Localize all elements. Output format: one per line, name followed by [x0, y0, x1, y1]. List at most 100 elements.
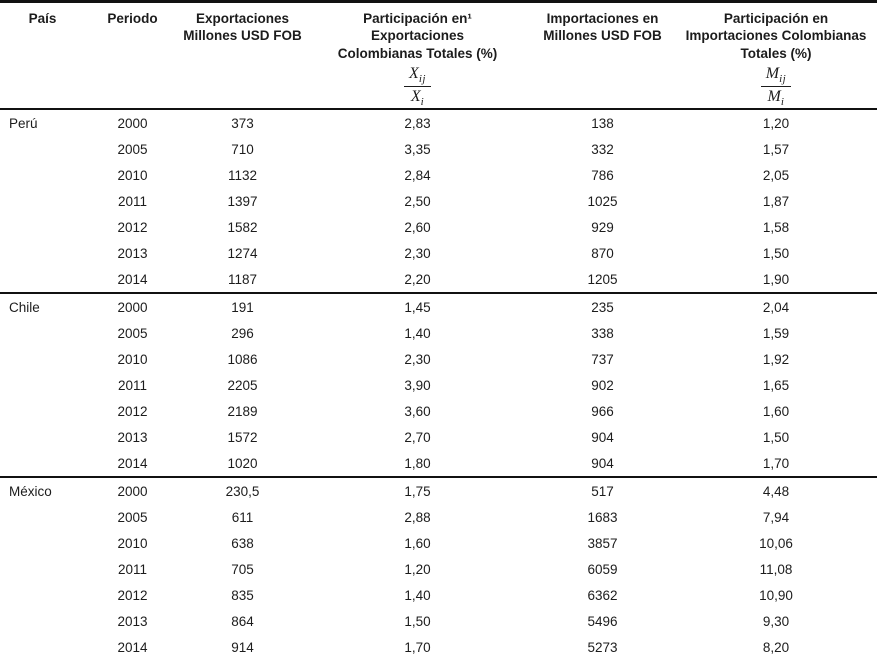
col-header-periodo-label: Periodo	[107, 11, 158, 26]
table-row: 2010 638 1,60 3857 10,06	[0, 530, 877, 556]
participacion-importaciones-cell: 7,94	[762, 509, 790, 525]
table-row: Perú 2000 373 2,83 138 1,20	[0, 109, 877, 136]
participacion-exportaciones-cell: 2,60	[404, 219, 431, 235]
exportaciones-cell: 835	[231, 587, 254, 603]
country-cell-empty	[0, 530, 85, 556]
formula-denominator-subscript: i	[780, 96, 785, 109]
participacion-exportaciones-cell: 2,88	[404, 509, 431, 525]
formula-denominator-letter: X	[410, 88, 421, 106]
country-cell: Perú	[9, 115, 38, 131]
periodo-cell: 2011	[117, 193, 148, 209]
periodo-cell: 2010	[117, 351, 148, 367]
country-cell-empty	[0, 424, 85, 450]
col-header-importaciones: Importaciones en Millones USD FOB	[530, 1, 675, 111]
table-row: 2013 1572 2,70 904 1,50	[0, 424, 877, 450]
periodo-cell: 2005	[117, 325, 148, 341]
importaciones-cell: 1683	[587, 509, 618, 525]
col-header-participacion-exportaciones-label: Participación en¹ Exportaciones Colombia…	[337, 11, 498, 61]
participacion-importaciones-cell: 1,60	[762, 403, 790, 419]
importaciones-cell: 737	[591, 351, 614, 367]
periodo-cell: 2010	[117, 167, 148, 183]
importaciones-cell: 6362	[587, 587, 618, 603]
participacion-exportaciones-cell: 1,40	[404, 587, 431, 603]
periodo-cell: 2013	[117, 613, 148, 629]
participacion-exportaciones-cell: 1,75	[305, 476, 530, 505]
table-row: 2011 705 1,20 6059 11,08	[0, 556, 877, 582]
participacion-importaciones-cell: 2,05	[762, 167, 790, 183]
exportaciones-cell: 864	[231, 613, 254, 629]
periodo-cell: 2014	[117, 271, 148, 287]
participacion-importaciones-cell: 10,90	[759, 587, 793, 603]
participacion-importaciones-cell: 1,70	[762, 455, 790, 471]
participacion-exportaciones-cell: 2,20	[404, 271, 431, 287]
importaciones-cell: 1025	[587, 193, 618, 209]
exportaciones-cell: 1582	[227, 219, 258, 235]
country-cell-empty	[0, 188, 85, 214]
formula-denominator-letter: M	[767, 88, 781, 106]
periodo-cell: 2013	[117, 245, 148, 261]
participacion-exportaciones-cell: 2,70	[404, 429, 431, 445]
country-cell-empty	[0, 266, 85, 293]
col-header-exportaciones: Exportaciones Millones USD FOB	[180, 1, 305, 111]
periodo-cell: 2000	[117, 115, 148, 131]
participacion-importaciones-cell: 1,50	[762, 245, 790, 261]
importaciones-cell: 3857	[587, 535, 618, 551]
exportaciones-cell: 230,5	[180, 476, 305, 505]
formula-denominator-subscript: i	[420, 96, 425, 109]
exportaciones-cell: 296	[231, 325, 254, 341]
exportaciones-cell: 1086	[227, 351, 258, 367]
participacion-exportaciones-cell: 3,35	[404, 141, 431, 157]
participacion-importaciones-cell: 11,08	[759, 561, 793, 577]
formula-numerator-letter: X	[409, 64, 419, 82]
table-row: 2014 1187 2,20 1205 1,90	[0, 266, 877, 293]
col-header-participacion-importaciones-label: Participación en Importaciones Colombian…	[685, 11, 867, 61]
participacion-importaciones-cell: 1,87	[762, 193, 790, 209]
country-cell-empty	[0, 346, 85, 372]
participacion-importaciones-cell: 8,20	[762, 639, 790, 655]
table-row: México 2000 230,5 1,75 517 4,48	[0, 476, 877, 505]
table-row: 2005 296 1,40 338 1,59	[0, 320, 877, 346]
importaciones-cell: 904	[591, 429, 614, 445]
periodo-cell: 2014	[117, 639, 148, 655]
periodo-cell: 2010	[117, 535, 148, 551]
table-row: 2005 710 3,35 332 1,57	[0, 136, 877, 162]
periodo-cell: 2011	[117, 561, 148, 577]
table-row: 2014 914 1,70 5273 8,20	[0, 634, 877, 658]
participacion-exportaciones-cell: 2,50	[404, 193, 431, 209]
table-row: 2013 864 1,50 5496 9,30	[0, 608, 877, 634]
importaciones-cell: 870	[591, 245, 614, 261]
table-row: 2013 1274 2,30 870 1,50	[0, 240, 877, 266]
importaciones-cell: 138	[591, 115, 614, 131]
participacion-importaciones-cell: 1,59	[762, 325, 790, 341]
participacion-importaciones-cell: 1,58	[762, 219, 790, 235]
importaciones-cell: 904	[591, 455, 614, 471]
importaciones-cell: 5273	[587, 639, 618, 655]
importaciones-cell: 1205	[587, 271, 618, 287]
country-cell-empty	[0, 320, 85, 346]
country-cell-empty	[0, 372, 85, 398]
periodo-cell: 2012	[117, 587, 148, 603]
formula-mij-over-mi: Mij Mi	[675, 65, 877, 109]
participacion-importaciones-cell: 1,90	[762, 271, 790, 287]
table-row: 2012 2189 3,60 966 1,60	[0, 398, 877, 424]
periodo-cell: 2000	[85, 292, 180, 321]
importaciones-cell: 332	[591, 141, 614, 157]
importaciones-cell: 517	[530, 476, 675, 505]
col-header-periodo: Periodo	[85, 1, 180, 111]
participacion-exportaciones-cell: 1,20	[404, 561, 431, 577]
table-row: 2010 1132 2,84 786 2,05	[0, 162, 877, 188]
exportaciones-cell: 611	[231, 509, 254, 525]
participacion-exportaciones-cell: 3,90	[404, 377, 431, 393]
country-cell: Chile	[0, 292, 85, 321]
country-cell-empty	[0, 136, 85, 162]
participacion-importaciones-cell: 10,06	[759, 535, 793, 551]
participacion-exportaciones-cell: 1,70	[404, 639, 431, 655]
participacion-exportaciones-cell: 1,45	[305, 292, 530, 321]
table-body: Perú 2000 373 2,83 138 1,20 2005 710 3,35 332 1,57…	[0, 109, 877, 658]
periodo-cell: 2011	[117, 377, 148, 393]
table-row: 2011 1397 2,50 1025 1,87	[0, 188, 877, 214]
table-row: 2012 1582 2,60 929 1,58	[0, 214, 877, 240]
country-cell-empty	[0, 634, 85, 658]
col-header-exportaciones-label: Exportaciones Millones USD FOB	[183, 11, 302, 44]
